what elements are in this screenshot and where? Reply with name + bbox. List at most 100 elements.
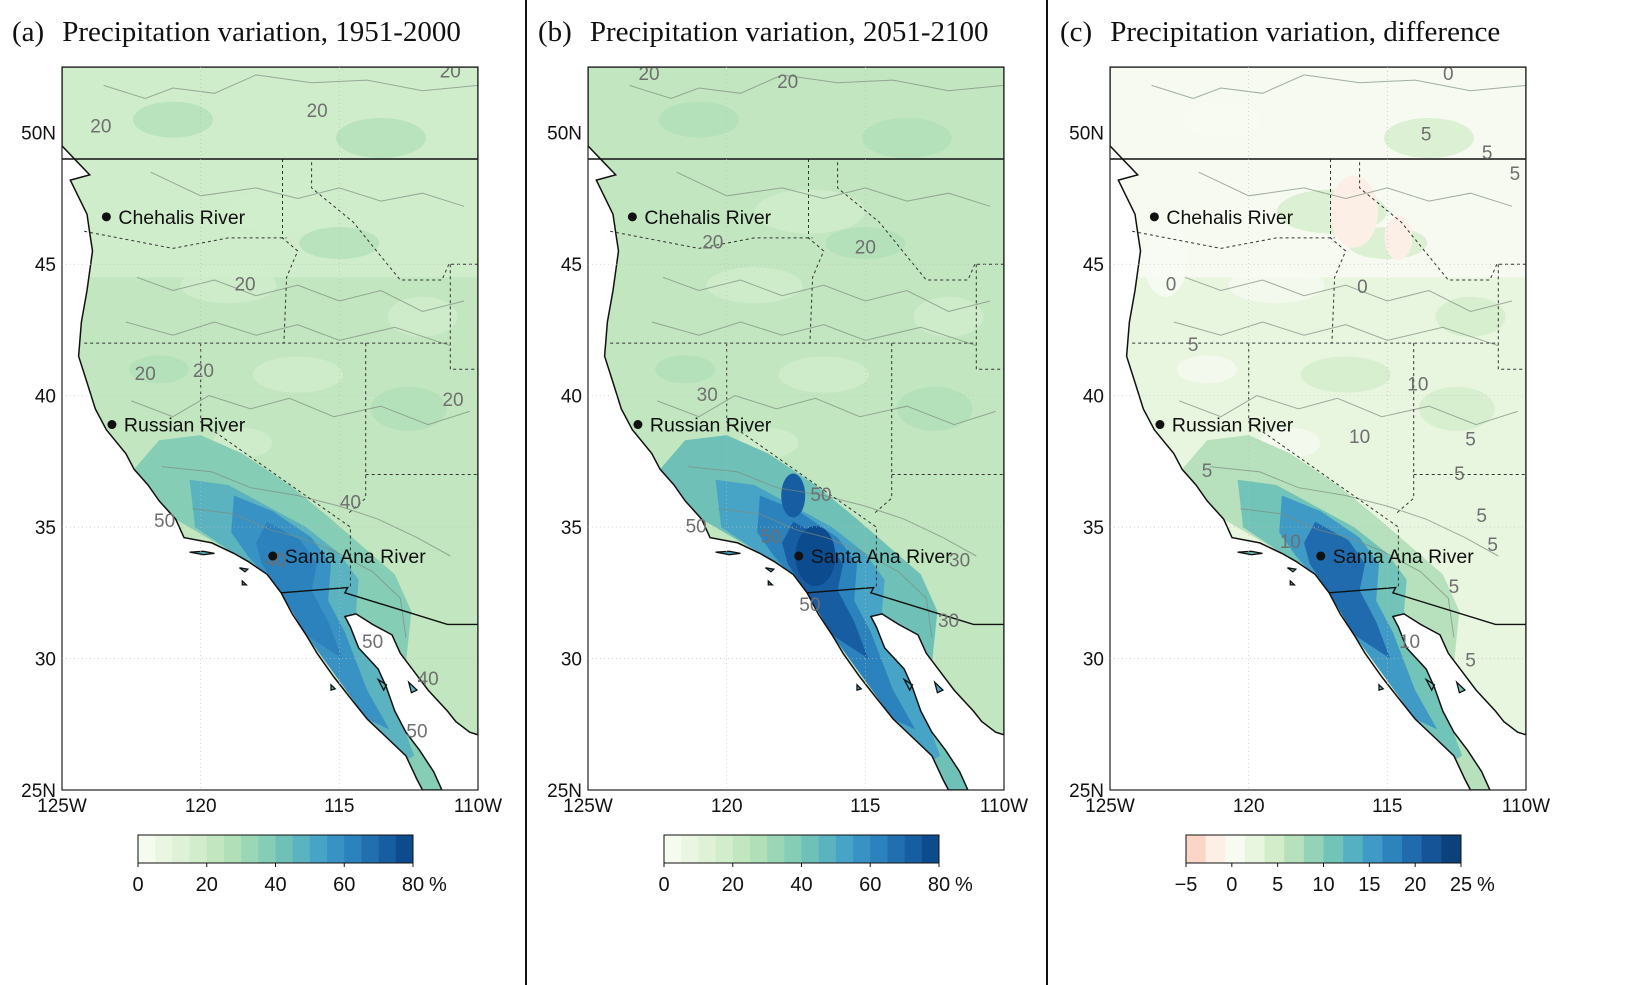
panel-a-patch — [132, 101, 213, 138]
panel-b-lat-tick: 35 — [561, 518, 582, 539]
panel-a-state-border — [282, 159, 299, 344]
panel-b-colorbar-swatch — [835, 835, 854, 863]
panel-a-colorbar-label: 40 — [264, 874, 286, 896]
panel-b-island — [902, 677, 914, 692]
place-marker-icon — [627, 212, 637, 222]
panel-b-colorbar-swatch — [853, 835, 871, 863]
panel-b-frame — [587, 66, 1005, 791]
panel-c-coastline — [1110, 67, 1526, 790]
panel-a-patch — [129, 355, 190, 384]
panel-c-island — [1289, 579, 1297, 586]
place-marker-icon — [107, 420, 117, 430]
panel-a-contour-line — [136, 276, 465, 313]
panel-a-contour-line — [150, 171, 465, 207]
place-marker-icon — [268, 551, 278, 561]
panel-b-contour-label: 50 — [810, 485, 831, 506]
panel-a-lon-tick: 125W — [37, 796, 87, 817]
panel-a-colorbar-swatch — [155, 835, 173, 863]
panel-a-colorbar-swatch — [172, 835, 190, 863]
panel-a-island — [239, 567, 250, 573]
panel-c-colorbar-label: −5 — [1175, 874, 1198, 896]
panel-c-colorbar-swatch — [1343, 835, 1364, 863]
panel-b-patch — [655, 355, 716, 384]
panel-c-contour-label: 5 — [1482, 143, 1493, 164]
place-label: Santa Ana River — [285, 546, 426, 568]
panel-a-lat-tick: 45 — [35, 255, 56, 276]
panel-c-colorbar-swatch — [1402, 835, 1423, 863]
panel-b-contour-label: 30 — [949, 551, 970, 572]
panel-a-map: 20 20 20 20 20 20 20 40 40 50 50 40 50 Chehalis River… — [21, 62, 502, 896]
panel-c-contour-label: 5 — [1476, 506, 1487, 527]
panel-b-patch — [658, 101, 739, 138]
divider-1 — [525, 0, 527, 985]
panel-c-patch — [1418, 386, 1495, 431]
panel-b-contour-line — [662, 276, 991, 313]
panel-b-island — [765, 567, 776, 573]
panel-c-colorbar-swatch — [1284, 835, 1305, 863]
panel-b-place-russian-river: Russian River — [633, 415, 772, 437]
panel-a-country-border — [281, 586, 478, 626]
panel-c-place-chehalis-river: Chehalis River — [1149, 207, 1294, 229]
panel-b-colorbar-label: 20 — [722, 874, 744, 896]
panel-b-contour-line — [629, 74, 1004, 100]
panel-c-contour-label: 5 — [1465, 430, 1476, 451]
panel-c-lat-tick: 45 — [1083, 255, 1104, 276]
panel-a-lat-tick: 30 — [35, 650, 56, 671]
panel-b-colorbar-swatch — [698, 835, 716, 863]
place-marker-icon — [1316, 551, 1326, 561]
panel-b-state-border — [610, 230, 813, 249]
panel-c-contour-label: 5 — [1421, 125, 1432, 146]
panel-c-island — [1287, 567, 1298, 573]
place-marker-icon — [1149, 212, 1159, 222]
panel-c-title-text: Precipitation variation, difference — [1110, 16, 1501, 48]
panel-b-contour-label: 20 — [638, 64, 659, 85]
place-marker-icon — [633, 420, 643, 430]
panel-b-contour-label: 50 — [799, 595, 820, 616]
panel-c-colorbar-swatch — [1264, 835, 1285, 863]
panel-b-island — [767, 579, 775, 586]
panel-a-island — [330, 683, 337, 691]
panel-c-lat-tick: 35 — [1083, 518, 1104, 539]
panel-a-colorbar-label: 60 — [333, 874, 355, 896]
panel-b-lat-tick: 45 — [561, 255, 582, 276]
panel-c-patch — [1143, 220, 1188, 297]
panel-c-contour-label: 10 — [1407, 374, 1428, 395]
place-label: Chehalis River — [1166, 207, 1293, 229]
panel-b-patch — [913, 296, 984, 337]
place-label: Chehalis River — [644, 207, 771, 229]
panel-a-frame — [61, 66, 479, 791]
panel-a-contour-label: 50 — [406, 721, 427, 742]
panel-b-patch — [754, 189, 865, 234]
panel-c-contour-label: 5 — [1487, 535, 1498, 556]
panel-c-contour-line — [1179, 395, 1518, 426]
panel-c-contour-label: 0 — [1166, 274, 1177, 295]
panel-c-patch — [1383, 117, 1474, 158]
panel-a-colorbar-unit: % — [429, 874, 447, 896]
panel-b-colorbar-unit: % — [955, 874, 973, 896]
panel-a-contour-label: 20 — [440, 62, 461, 83]
panel-c-contour-label: 5 — [1188, 335, 1199, 356]
panel-b-colorbar-swatch — [681, 835, 699, 863]
panel-a-island — [407, 680, 419, 694]
panel-c-title: (c) Precipitation variation, difference — [1060, 16, 1500, 49]
panel-c-contour-line — [1240, 508, 1455, 638]
panel-a-state-border — [200, 343, 351, 588]
panel-a-colorbar-swatch — [344, 835, 362, 863]
panel-c-patch — [1300, 356, 1391, 393]
panel-a-colorbar-swatch — [395, 835, 414, 863]
panel-b-colorbar-label: 40 — [790, 874, 812, 896]
panel-c-colorbar-label: 20 — [1404, 874, 1426, 896]
panel-a-coastline — [62, 67, 478, 790]
panel-a-contour-line — [192, 508, 407, 638]
place-label: Russian River — [1172, 415, 1294, 437]
panel-c-colorbar-swatch — [1421, 835, 1442, 863]
panel-c-patch — [1435, 296, 1506, 337]
panel-b-colorbar-swatch — [870, 835, 888, 863]
panel-b-letter: (b) — [538, 16, 572, 48]
panel-b-contour-line — [718, 508, 933, 638]
panel-b-colorbar-swatch — [818, 835, 837, 863]
panel-a-lat-tick: 50N — [21, 124, 56, 145]
panel-b-colorbar-swatch — [921, 835, 940, 863]
